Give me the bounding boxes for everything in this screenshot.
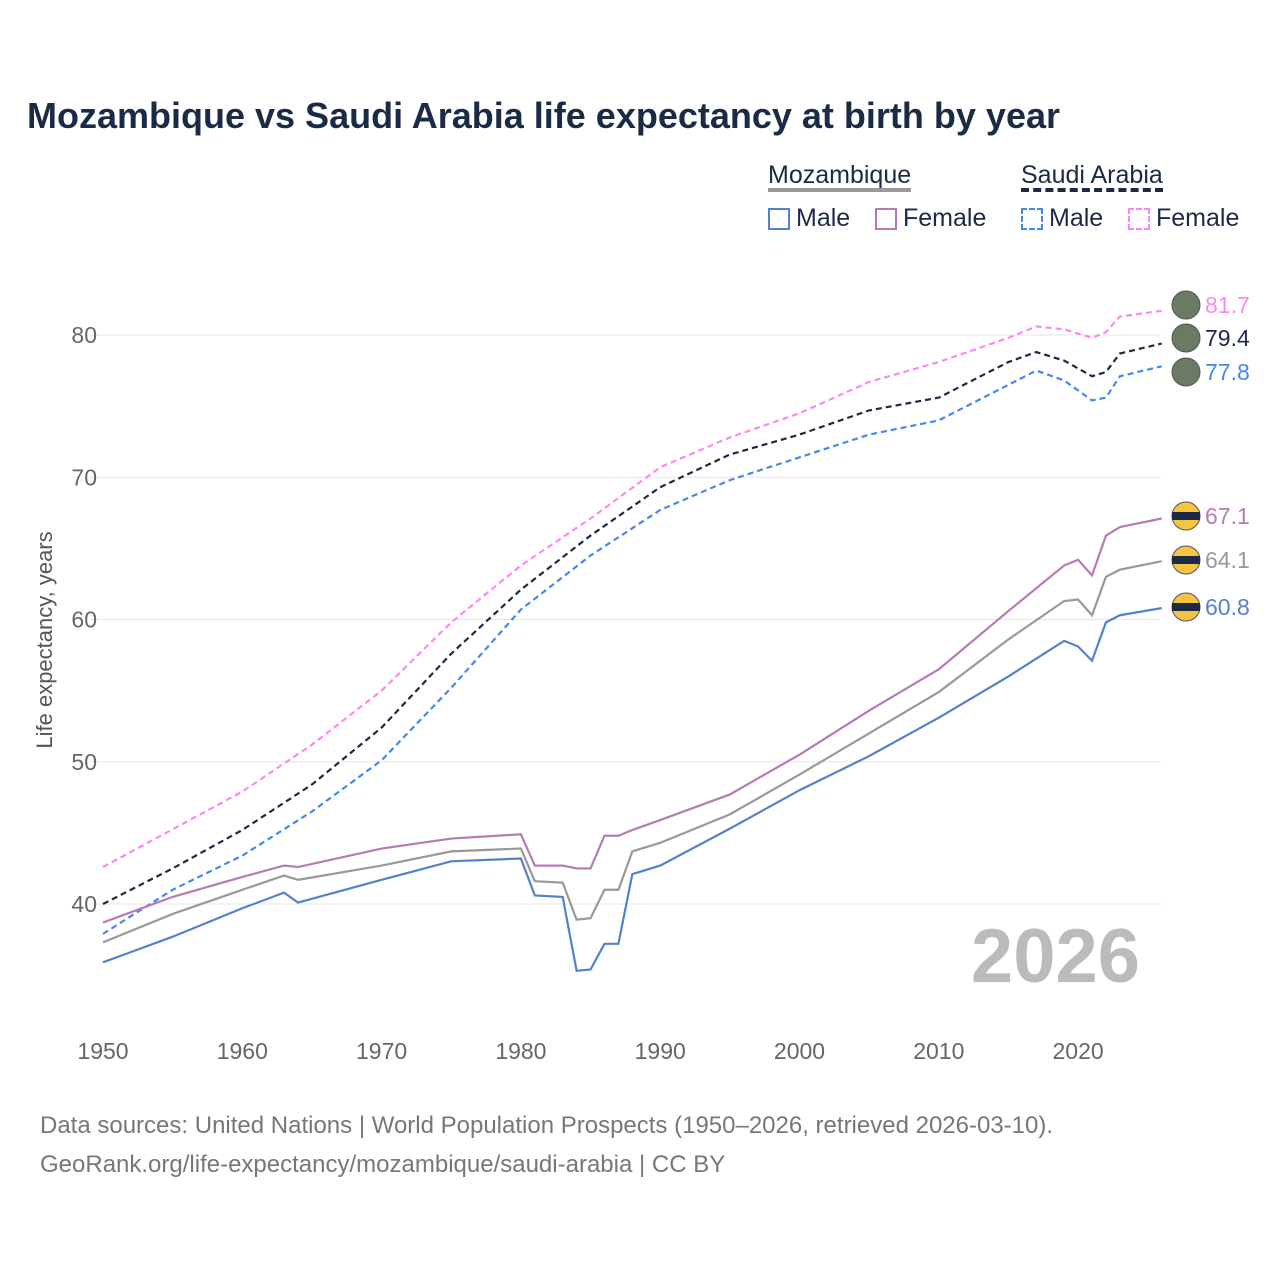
x-tick-label: 2000 bbox=[774, 1038, 825, 1064]
series-line-saudi-arabia-male bbox=[102, 365, 1162, 935]
series-line-mozambique bbox=[102, 560, 1162, 944]
x-tick-label: 1950 bbox=[77, 1038, 128, 1064]
end-value-label: 67.1 bbox=[1205, 503, 1250, 529]
series-line-mozambique-male bbox=[102, 607, 1162, 973]
saudi-arabia-flag-icon bbox=[1171, 323, 1201, 353]
saudi-arabia-flag-icon bbox=[1171, 357, 1201, 387]
legend-group-saudi-arabia[interactable]: Saudi Arabia bbox=[1021, 162, 1163, 192]
x-tick-label: 2020 bbox=[1053, 1038, 1104, 1064]
end-value-label: 77.8 bbox=[1205, 359, 1250, 385]
chart-title: Mozambique vs Saudi Arabia life expectan… bbox=[27, 95, 1060, 136]
y-tick-label: 70 bbox=[71, 464, 97, 490]
y-tick-label: 80 bbox=[71, 322, 97, 348]
legend-swatch bbox=[1128, 207, 1150, 230]
legend-swatch bbox=[1021, 207, 1043, 230]
end-value-label: 81.7 bbox=[1205, 292, 1250, 318]
legend-label: Male bbox=[796, 204, 851, 232]
legend-group-mozambique[interactable]: Mozambique bbox=[768, 162, 912, 192]
series-line-saudi-arabia-female bbox=[102, 309, 1162, 868]
series-line-mozambique-female bbox=[102, 517, 1162, 924]
saudi-arabia-flag-icon bbox=[1171, 290, 1201, 320]
y-tick-label: 50 bbox=[71, 749, 97, 775]
x-tick-label: 1970 bbox=[356, 1038, 407, 1064]
legend-item-mozambique-male[interactable]: Male bbox=[768, 204, 850, 233]
flag-stripe bbox=[1172, 556, 1200, 564]
end-value-label: 64.1 bbox=[1205, 547, 1250, 573]
flag-stripe bbox=[1172, 512, 1200, 520]
x-tick-label: 1960 bbox=[217, 1038, 268, 1064]
legend-item-saudi-male[interactable]: Male bbox=[1021, 204, 1103, 233]
x-tick-label: 1990 bbox=[635, 1038, 686, 1064]
source-link[interactable]: GeoRank.org/life-expectancy/mozambique/s… bbox=[40, 1151, 726, 1178]
flag-stripe bbox=[1172, 603, 1200, 611]
legend-label: Female bbox=[1156, 204, 1240, 232]
end-value-label: 60.8 bbox=[1205, 594, 1250, 620]
y-tick-label: 40 bbox=[71, 891, 97, 917]
legend-item-saudi-female[interactable]: Female bbox=[1128, 204, 1239, 233]
legend-item-mozambique-female[interactable]: Female bbox=[875, 204, 986, 233]
y-tick-label: 60 bbox=[71, 607, 97, 633]
year-watermark: 2026 bbox=[971, 914, 1140, 999]
legend-label: Male bbox=[1049, 204, 1104, 232]
end-value-label: 79.4 bbox=[1205, 325, 1250, 351]
x-tick-label: 1980 bbox=[495, 1038, 546, 1064]
legend-swatch bbox=[768, 207, 790, 230]
source-line: Data sources: United Nations | World Pop… bbox=[40, 1112, 1054, 1139]
source-note: Data sources: United Nations | World Pop… bbox=[40, 1106, 1053, 1184]
y-axis-label: Life expectancy, years bbox=[32, 531, 57, 748]
series-line-saudi-arabia bbox=[102, 342, 1162, 905]
x-tick-label: 2010 bbox=[913, 1038, 964, 1064]
legend-label: Female bbox=[903, 204, 987, 232]
legend-swatch bbox=[875, 207, 897, 230]
